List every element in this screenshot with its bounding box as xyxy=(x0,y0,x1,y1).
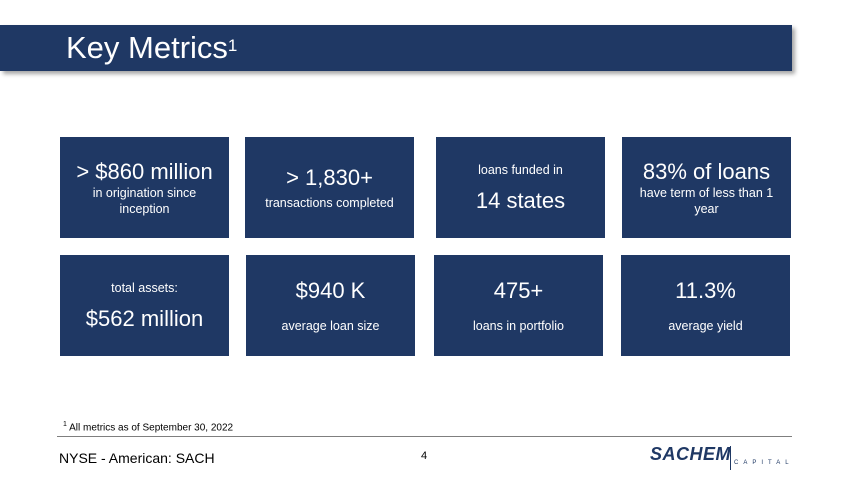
metric-card-loan-term: 83% of loans have term of less than 1 ye… xyxy=(622,137,791,238)
footnote-text: All metrics as of September 30, 2022 xyxy=(66,422,234,434)
logo-subtitle: CAPITAL xyxy=(734,460,794,466)
metric-caption: average loan size xyxy=(281,318,380,333)
metric-card-transactions: > 1,830+ transactions completed xyxy=(245,137,414,238)
logo-divider xyxy=(730,446,731,470)
footnote-marker: 1 xyxy=(63,421,67,428)
metric-value: 14 states xyxy=(475,187,566,213)
metric-caption: total assets: xyxy=(111,280,178,295)
metric-card-avg-loan-size: $940 K average loan size xyxy=(246,255,415,356)
metric-card-loans-in-portfolio: 475+ loans in portfolio xyxy=(434,255,603,356)
metric-value: 475+ xyxy=(493,277,544,303)
page-title: Key Metrics1 xyxy=(66,29,237,67)
metric-value: 11.3% xyxy=(675,277,736,303)
metric-caption: transactions completed xyxy=(265,195,394,210)
title-bar: Key Metrics1 xyxy=(0,25,792,71)
metric-card-states: loans funded in 14 states xyxy=(436,137,605,238)
metric-card-avg-yield: 11.3% average yield xyxy=(621,255,790,356)
metric-caption: have term of less than 1 year xyxy=(639,185,774,216)
page-title-text: Key Metrics xyxy=(66,30,228,65)
metric-value: > $860 million xyxy=(76,158,213,184)
company-logo: SACHEM CAPITAL xyxy=(650,444,795,474)
footnote: 1 All metrics as of September 30, 2022 xyxy=(63,421,233,433)
metric-value: $940 K xyxy=(295,277,366,303)
metric-caption: loans in portfolio xyxy=(472,318,565,333)
footer-divider xyxy=(57,436,792,437)
title-footnote-marker: 1 xyxy=(227,36,238,55)
metric-caption: in origination since inception xyxy=(92,185,197,216)
ticker-label: NYSE - American: SACH xyxy=(59,450,215,466)
metric-caption: loans funded in xyxy=(478,162,563,177)
logo-wordmark: SACHEM xyxy=(650,444,732,464)
metric-value: > 1,830+ xyxy=(286,164,373,190)
metric-card-origination: > $860 million in origination since ince… xyxy=(60,137,229,238)
metric-caption: average yield xyxy=(668,318,743,333)
metric-value: 83% of loans xyxy=(642,158,771,184)
metric-value: $562 million xyxy=(85,305,204,331)
metric-card-total-assets: total assets: $562 million xyxy=(60,255,229,356)
page-number: 4 xyxy=(421,450,428,462)
